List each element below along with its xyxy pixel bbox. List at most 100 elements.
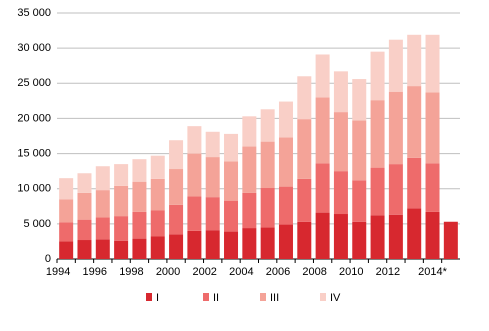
bar-segment: [95, 190, 110, 218]
y-tick-label: 5 000: [23, 218, 51, 230]
bar-segment: [297, 221, 312, 259]
bar-segment: [205, 157, 220, 198]
bar-segment: [77, 173, 92, 193]
bar-segment: [370, 215, 385, 259]
bar-segment: [333, 71, 348, 113]
bar-segment: [333, 214, 348, 259]
bar-segment: [278, 137, 293, 187]
bar-segment: [132, 159, 147, 182]
bar-segment: [443, 221, 458, 259]
bar-segment: [315, 54, 330, 98]
bar-segment: [95, 239, 110, 259]
bar-segment: [187, 153, 202, 197]
bar-segment: [297, 119, 312, 179]
bar-segment: [242, 146, 257, 193]
bar-segment: [150, 155, 165, 179]
bar-segment: [260, 109, 275, 142]
bar-segment: [77, 192, 92, 220]
bar-segment: [278, 101, 293, 138]
bar-segment: [388, 91, 403, 165]
bar-segment: [278, 224, 293, 259]
bar-segment: [187, 196, 202, 231]
y-tick-label: 25 000: [17, 77, 51, 89]
bar-segment: [297, 178, 312, 222]
bar-segment: [132, 238, 147, 259]
bar-segment: [150, 236, 165, 259]
legend-label: II: [213, 292, 219, 304]
bar-segment: [114, 240, 129, 259]
legend-swatch: [320, 293, 326, 301]
bar-segment: [187, 230, 202, 259]
bar-segment: [114, 185, 129, 217]
legend-swatch: [260, 293, 266, 301]
bar-segment: [260, 227, 275, 259]
y-tick-label: 35 000: [17, 7, 51, 19]
bar-segment: [370, 51, 385, 101]
x-tick-label: 2014*: [418, 266, 447, 278]
bar-segment: [132, 181, 147, 212]
bar-segment: [352, 79, 367, 121]
bar-segment: [333, 171, 348, 215]
bar-segment: [224, 231, 239, 259]
bar-segment: [59, 241, 74, 259]
bar-segment: [242, 116, 257, 147]
bar-segment: [425, 163, 440, 212]
bar-segment: [132, 211, 147, 239]
bar-segment: [425, 92, 440, 164]
bar-segment: [187, 126, 202, 154]
bar-segment: [205, 230, 220, 259]
y-tick-label: 15 000: [17, 147, 51, 159]
bar-segment: [407, 208, 422, 259]
bar-segment: [297, 76, 312, 120]
bar-segment: [77, 240, 92, 259]
x-tick-label: 1998: [119, 266, 143, 278]
bar-segment: [370, 100, 385, 168]
x-tick-label: 2012: [376, 266, 400, 278]
x-tick-label: 2010: [339, 266, 363, 278]
bar-segment: [425, 211, 440, 259]
x-tick-label: 2004: [229, 266, 253, 278]
bar-segment: [59, 199, 74, 223]
legend-label: IV: [330, 292, 341, 304]
bar-segment: [205, 197, 220, 231]
bar-segment: [95, 166, 110, 191]
bar-segment: [114, 216, 129, 241]
bar-segment: [59, 178, 74, 200]
bar-segment: [224, 200, 239, 232]
bar-segment: [169, 169, 184, 205]
bar-segment: [352, 180, 367, 222]
bar-segment: [315, 212, 330, 259]
bar-segment: [77, 219, 92, 241]
bar-segment: [114, 164, 129, 186]
bar-segment: [333, 112, 348, 172]
bar-segment: [169, 204, 184, 235]
x-tick-label: 2008: [302, 266, 326, 278]
bar-segment: [150, 178, 165, 211]
bar-segment: [150, 210, 165, 237]
x-tick-label: 1996: [83, 266, 107, 278]
x-tick-label: 2002: [192, 266, 216, 278]
bar-segment: [224, 161, 239, 201]
x-tick-label: 2000: [156, 266, 180, 278]
bar-segment: [205, 131, 220, 158]
bar-segment: [388, 214, 403, 259]
x-tick-label: 1994: [46, 266, 70, 278]
bar-segment: [407, 157, 422, 209]
bar-segment: [388, 164, 403, 215]
bar-segment: [370, 167, 385, 216]
y-tick-label: 10 000: [17, 183, 51, 195]
bar-segment: [95, 217, 110, 240]
bar-segment: [260, 141, 275, 189]
legend-swatch: [203, 293, 209, 301]
y-tick-label: 30 000: [17, 42, 51, 54]
bar-segment: [388, 39, 403, 92]
bar-segment: [59, 222, 74, 242]
bar-segment: [407, 86, 422, 158]
y-tick-label: 20 000: [17, 112, 51, 124]
bar-segment: [242, 192, 257, 229]
legend-swatch: [146, 293, 152, 301]
bar-segment: [169, 140, 184, 170]
bar-segment: [260, 188, 275, 228]
bar-segment: [278, 186, 293, 225]
bar-segment: [425, 34, 440, 93]
